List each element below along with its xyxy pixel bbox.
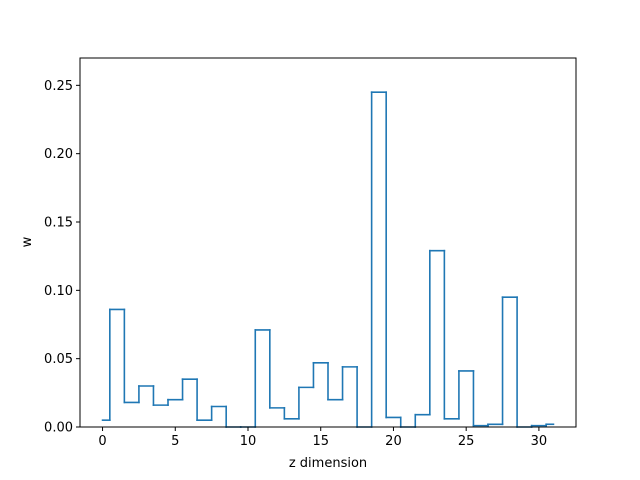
x-axis: 0 5 10 15 20 25 30 xyxy=(98,427,547,449)
y-tick-label: 0.25 xyxy=(44,79,73,94)
plot-area xyxy=(79,57,577,428)
y-tick-label: 0.05 xyxy=(44,352,73,367)
x-tick-label: 0 xyxy=(98,434,106,449)
x-tick-label: 15 xyxy=(312,434,329,449)
y-axis-label: w xyxy=(20,236,35,247)
y-tick-label: 0.10 xyxy=(44,284,73,299)
y-tick-label: 0.20 xyxy=(44,147,73,162)
x-tick-label: 25 xyxy=(458,434,475,449)
x-axis-label: z dimension xyxy=(289,456,367,471)
axes-frame xyxy=(79,57,577,428)
x-tick-label: 10 xyxy=(240,434,257,449)
y-axis: 0.00 0.05 0.10 0.15 0.20 0.25 xyxy=(44,79,80,436)
y-tick-label: 0.00 xyxy=(44,421,73,436)
x-tick-label: 30 xyxy=(531,434,548,449)
x-tick-label: 20 xyxy=(385,434,402,449)
y-tick-label: 0.15 xyxy=(44,216,73,231)
x-tick-label: 5 xyxy=(171,434,179,449)
